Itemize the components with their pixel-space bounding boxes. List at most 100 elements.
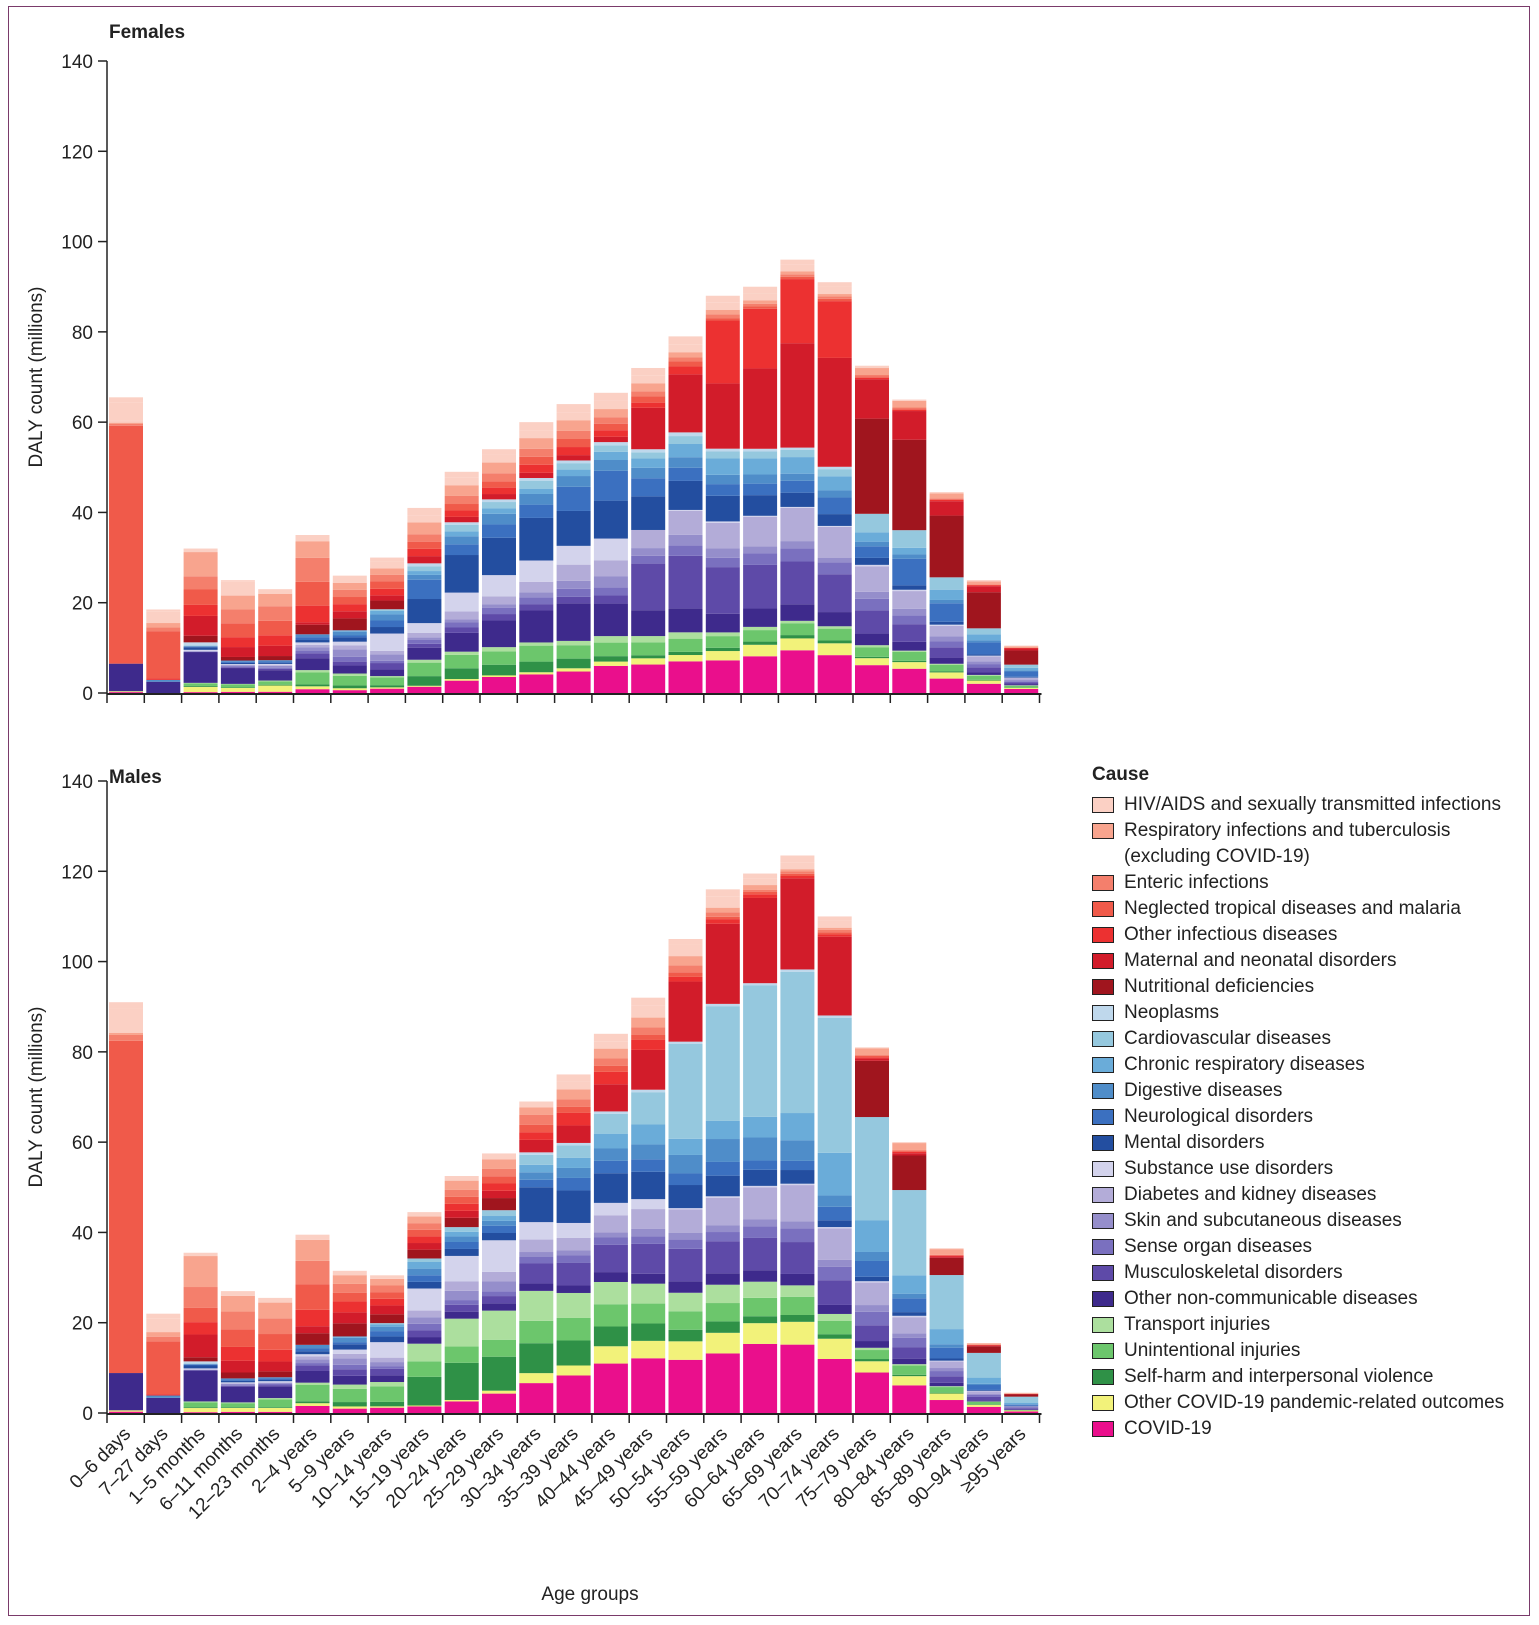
bar-segment (966, 586, 1001, 593)
bar-segment (668, 1209, 703, 1233)
bar-segment (220, 1360, 255, 1373)
bar-segment (966, 585, 1001, 587)
bar-segment (743, 1297, 778, 1317)
bar-4 (258, 1297, 293, 1413)
bar-segment (370, 1368, 405, 1376)
bar-segment (817, 626, 852, 629)
bar-segment (855, 1220, 889, 1252)
bar-segment (482, 1159, 516, 1169)
bar-segment (220, 1346, 255, 1361)
bar-segment (817, 466, 852, 470)
bar-segment (892, 650, 927, 652)
bar-segment (519, 1172, 554, 1180)
bar-segment (295, 557, 330, 582)
bar-segment (146, 609, 181, 612)
x-axis-title: Age groups (541, 1584, 638, 1605)
bar-segment (743, 458, 778, 475)
bar-segment (929, 647, 964, 658)
bar-segment (631, 1236, 666, 1244)
bar-segment (220, 1407, 255, 1408)
bar-segment (183, 1357, 218, 1362)
bar-segment (855, 1047, 889, 1049)
bar-segment (817, 1320, 852, 1335)
bar-segment (780, 480, 815, 493)
bar-segment (1004, 688, 1039, 693)
legend-swatch (1092, 953, 1114, 969)
bar-segment (332, 1323, 367, 1337)
bar-segment (407, 1275, 442, 1282)
bar-segment (482, 1216, 516, 1221)
bar-segment (593, 636, 628, 643)
bar-segment (295, 1356, 330, 1360)
bar-segment (817, 612, 852, 627)
bar-segment (1004, 684, 1039, 686)
bar-segment (519, 1154, 554, 1165)
bar-segment (705, 451, 740, 459)
bar-segment (407, 563, 442, 567)
bar-segment (929, 1329, 964, 1345)
bar-segment (258, 1349, 293, 1362)
bar-segment (855, 1057, 889, 1059)
bar-segment (482, 1183, 516, 1191)
bar-segment (631, 1049, 666, 1090)
bar-segment (593, 1237, 628, 1245)
bar-segment (556, 1157, 591, 1168)
bar-segment (183, 1368, 218, 1370)
bar-segment (743, 483, 778, 496)
bar-segment (743, 641, 778, 645)
bar-segment (780, 635, 815, 639)
bar-segment (705, 495, 740, 522)
bar-segment (966, 1404, 1001, 1405)
bar-segment (1004, 1405, 1039, 1407)
bar-segment (817, 640, 852, 644)
bar-segment (519, 504, 554, 518)
bar-segment (407, 647, 442, 660)
bar-segment (407, 1376, 442, 1406)
legend-label: Diabetes and kidney diseases (1124, 1184, 1377, 1205)
bar-segment (631, 642, 666, 656)
bar-segment (556, 1074, 591, 1082)
bar-segment (855, 1325, 889, 1342)
bar-segment (370, 685, 405, 688)
bar-segment (482, 1291, 516, 1297)
bar-segment (1004, 685, 1039, 686)
bar-segment (407, 571, 442, 575)
bar-segment (892, 1347, 927, 1359)
bar-segment (370, 677, 405, 686)
bar-segment (892, 589, 927, 592)
bar-segment (183, 645, 218, 647)
bar-segment (705, 448, 740, 452)
bar-segment (780, 274, 815, 277)
bar-segment (780, 447, 815, 450)
bar-segment (407, 507, 442, 516)
bar-segment (593, 423, 628, 431)
bar-segment (892, 1333, 927, 1338)
bar-segment (556, 1375, 591, 1413)
bar-segment (855, 1361, 889, 1373)
bar-segment (407, 676, 442, 686)
figure-frame (8, 6, 1530, 1616)
bar-segment (407, 662, 442, 677)
bar-segment (668, 1239, 703, 1249)
bar-segment (556, 1177, 591, 1191)
bar-segment (743, 1316, 778, 1324)
bar-segment (183, 1361, 218, 1364)
legend-label: Unintentional injuries (1124, 1340, 1301, 1361)
bar-segment (892, 1150, 927, 1152)
bar-segment (183, 1364, 218, 1366)
bar-segment (109, 425, 143, 664)
bar-segment (146, 1394, 181, 1396)
bar-segment (183, 649, 218, 652)
bar-segment (668, 956, 703, 966)
bar-segment (407, 1243, 442, 1250)
bar-segment (668, 457, 703, 468)
bar-segment (183, 652, 218, 683)
bar-segment (258, 1407, 293, 1412)
bar-segment (332, 673, 367, 676)
bar-segment (593, 392, 628, 401)
bar-segment (183, 635, 218, 643)
bar-segment (295, 1333, 330, 1345)
legend-item: Neglected tropical diseases and malaria (1092, 896, 1532, 922)
bar-segment (370, 1362, 405, 1367)
bar-segment (370, 627, 405, 634)
